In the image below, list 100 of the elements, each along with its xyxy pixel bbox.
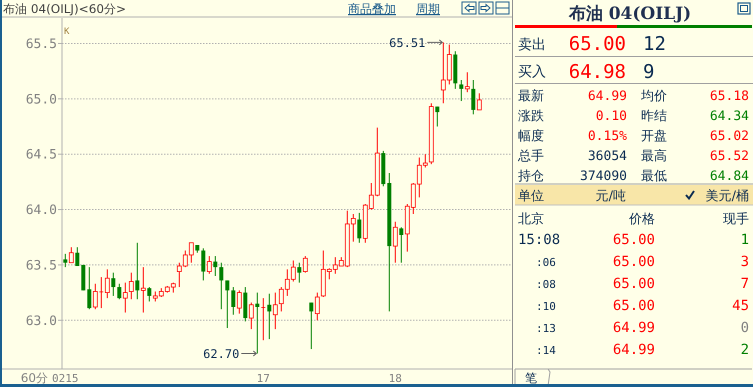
text: 64.34 — [710, 109, 750, 124]
x-tick-label: 17 — [256, 372, 270, 385]
candlestick — [122, 282, 128, 314]
text: 卖出 — [518, 37, 546, 53]
text: 65.00 — [612, 276, 655, 292]
text: 64.99 — [612, 320, 655, 336]
text: 最高 — [641, 148, 667, 164]
candlestick — [128, 272, 134, 300]
text: :10 — [536, 300, 556, 313]
candlestick — [309, 302, 314, 350]
text: 涨跌 — [518, 109, 544, 124]
text: 0.15% — [588, 129, 628, 144]
text: 布油 04(OILJ) — [568, 4, 692, 24]
y-tick-label: 65.5 — [26, 36, 57, 52]
text: :06 — [536, 256, 556, 269]
candlestick — [140, 266, 146, 314]
text: 北京 — [518, 212, 544, 227]
text: 2 — [740, 342, 749, 358]
text: 36054 — [588, 149, 628, 164]
candlestick — [219, 262, 224, 310]
text: 374090 — [580, 169, 627, 184]
text: 最低 — [641, 169, 667, 184]
text: 元/吨 — [596, 189, 626, 204]
chart-title: 布油 04(OILJ)<60分> — [3, 2, 126, 16]
text: 美元/桶 — [706, 188, 749, 204]
y-tick-label: 64.5 — [26, 148, 57, 163]
candlestick — [459, 80, 464, 102]
text: 12 — [643, 33, 666, 55]
candlestick — [75, 246, 80, 267]
candlestick — [261, 298, 266, 341]
text: 64.99 — [612, 342, 655, 358]
text: 64.99 — [588, 89, 627, 104]
y-tick-label: 65.0 — [26, 92, 57, 108]
text: 周期 — [416, 2, 440, 16]
candlestick — [117, 283, 122, 300]
candlestick — [464, 72, 470, 93]
candlestick — [302, 256, 308, 274]
text: 0 — [740, 320, 749, 336]
text: 64.98 — [568, 61, 626, 83]
text: 幅度 — [518, 128, 544, 144]
y-tick-label: 63.5 — [26, 258, 57, 274]
annotation: K — [64, 27, 70, 37]
text: :14 — [536, 344, 556, 357]
text: 65.02 — [710, 129, 749, 144]
text: 65.00 — [612, 254, 655, 270]
candlestick — [357, 212, 362, 244]
text: 现手 — [723, 212, 749, 227]
text: 45 — [732, 298, 749, 314]
candlestick — [471, 80, 476, 115]
candlestick — [111, 272, 116, 296]
text: 价格 — [628, 212, 655, 227]
candlestick — [87, 266, 92, 310]
candlestick — [255, 292, 260, 354]
candlestick — [225, 280, 230, 329]
candlestick — [435, 106, 440, 128]
x-tick-label: 18 — [388, 372, 402, 385]
text: 昨结 — [641, 109, 667, 124]
text: 1 — [740, 232, 749, 248]
text: 单位 — [518, 189, 544, 204]
x-tick-label: 0215 — [52, 372, 79, 385]
text: :13 — [536, 322, 556, 335]
candlestick — [476, 92, 482, 110]
text: 均价 — [640, 89, 667, 104]
candlestick — [213, 256, 218, 276]
y-tick-label: 63.0 — [26, 314, 57, 329]
text: 65.18 — [710, 89, 749, 104]
candlestick — [314, 292, 320, 321]
text: 总手 — [517, 149, 544, 164]
candlestick — [201, 248, 206, 281]
candlestick — [135, 242, 140, 300]
candlestick — [272, 292, 278, 330]
text: 0.10 — [596, 109, 627, 124]
text: 65.00 — [612, 298, 655, 314]
candlestick — [92, 283, 98, 310]
text: 开盘 — [641, 129, 667, 144]
y-tick-label: 64.0 — [26, 203, 57, 218]
text: 持仓 — [518, 169, 544, 184]
candlestick — [147, 286, 152, 302]
text: 商品叠加 — [348, 2, 396, 16]
annotation: 62.70 — [203, 347, 240, 361]
text: 9 — [643, 61, 654, 83]
candlestick — [236, 290, 242, 314]
candlestick — [267, 293, 272, 340]
text: 65.52 — [710, 149, 749, 164]
text: 64.84 — [710, 169, 750, 184]
x-axis-title: 60分 — [20, 371, 48, 385]
candlestick — [231, 286, 236, 316]
text: 65.00 — [568, 33, 626, 55]
text: 7 — [740, 276, 749, 292]
text: :08 — [536, 278, 556, 291]
candlestick — [399, 226, 404, 264]
annotation: 65.51 — [389, 36, 426, 50]
candlestick — [248, 302, 254, 330]
candlestick — [63, 253, 68, 268]
candlestick — [297, 262, 302, 284]
text: 15:08 — [518, 232, 560, 248]
text: 最新 — [518, 89, 544, 104]
candlestick — [68, 246, 74, 264]
candlestick — [206, 256, 212, 274]
candlestick — [392, 221, 398, 264]
